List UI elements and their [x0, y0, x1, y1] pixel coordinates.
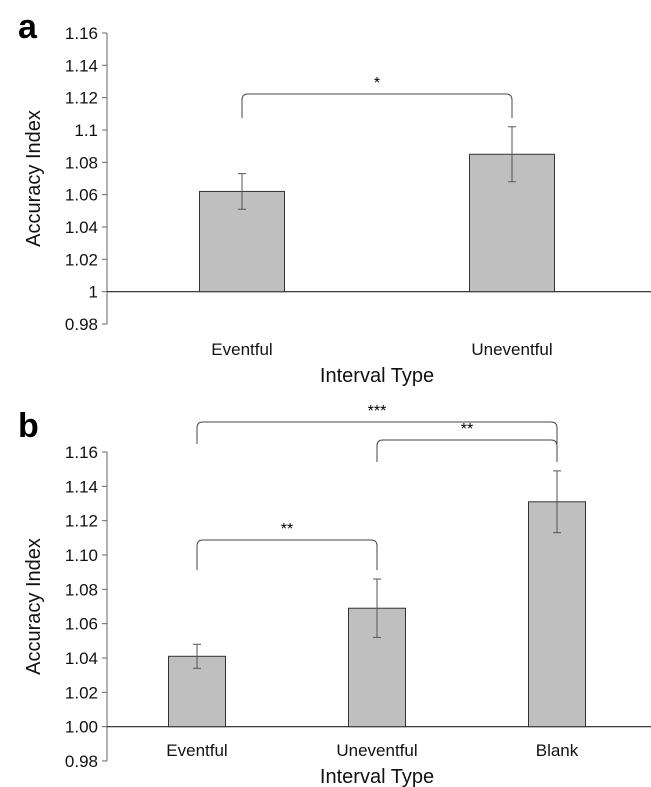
y-tick-label-b: 1.12: [65, 512, 98, 531]
y-tick-label-a: 0.98: [65, 315, 98, 334]
y-tick-label-a: 1.12: [65, 89, 98, 108]
significance-label-a: *: [374, 75, 380, 92]
y-tick-label-a: 1.16: [65, 24, 98, 43]
y-tick-label-b: 1.04: [65, 649, 98, 668]
y-tick-label-a: 1.06: [65, 186, 98, 205]
y-tick-label-a: 1.08: [65, 153, 98, 172]
significance-label-b: **: [281, 521, 293, 538]
category-label-b: Uneventful: [336, 741, 417, 760]
y-tick-label-a: 1.1: [74, 121, 98, 140]
y-axis-title-b: Accuracy Index: [23, 538, 45, 675]
y-tick-label-b: 1.10: [65, 546, 98, 565]
y-axis-title-a: Accuracy Index: [23, 110, 45, 247]
y-tick-label-a: 1.02: [65, 250, 98, 269]
significance-bracket-a: [241, 93, 513, 118]
y-tick-label-b: 1.00: [65, 718, 98, 737]
significance-label-b: **: [461, 421, 473, 438]
category-label-b: Eventful: [166, 741, 227, 760]
x-axis-title-a: Interval Type: [320, 365, 434, 387]
y-tick-label-b: 0.98: [65, 752, 98, 771]
y-tick-label-b: 1.08: [65, 580, 98, 599]
significance-bracket-b: [196, 539, 378, 570]
y-tick-label-b: 1.16: [65, 443, 98, 462]
y-tick-label-b: 1.14: [65, 477, 98, 496]
panel-label-a: a: [18, 8, 38, 46]
y-tick-label-b: 1.02: [65, 683, 98, 702]
y-tick-label-a: 1: [89, 283, 98, 302]
y-tick-label-b: 1.06: [65, 615, 98, 634]
y-tick-label-a: 1.14: [65, 56, 98, 75]
significance-bracket-b: [376, 439, 558, 462]
significance-bracket-b: [196, 421, 558, 444]
panel-label-b: b: [18, 407, 39, 445]
y-tick-label-a: 1.04: [65, 218, 98, 237]
significance-label-b: ***: [368, 403, 387, 420]
bar-b-blank: [528, 501, 586, 728]
category-label-b: Blank: [536, 741, 579, 760]
category-label-a: Eventful: [211, 340, 272, 359]
category-label-a: Uneventful: [471, 340, 552, 359]
x-axis-title-b: Interval Type: [320, 766, 434, 787]
